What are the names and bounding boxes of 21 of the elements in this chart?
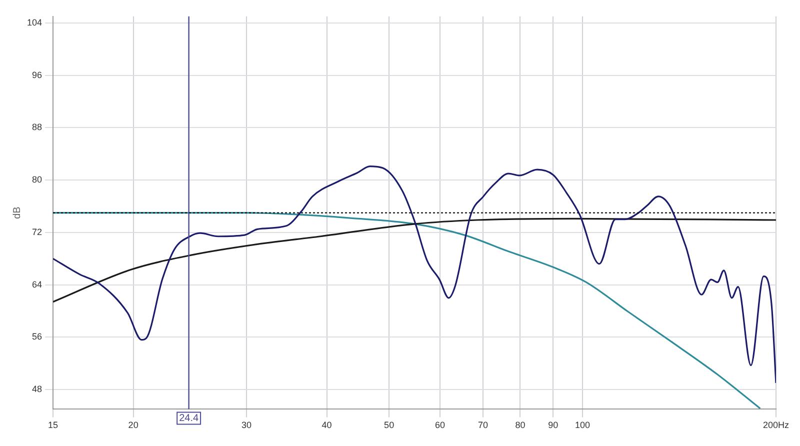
y-tick-label: 96 — [32, 70, 42, 80]
x-tick-label: 30 — [241, 420, 252, 430]
y-tick-label: 72 — [32, 226, 42, 237]
x-tick-label: 15 — [48, 420, 58, 430]
x-tick-label: 50 — [384, 420, 394, 430]
x-tick-label: 200Hz — [762, 420, 790, 430]
y-tick-label: 104 — [26, 17, 42, 28]
x-tick-label: 80 — [515, 420, 526, 430]
x-tick-label: 100 — [575, 420, 590, 430]
x-tick-label: 20 — [128, 420, 138, 430]
y-tick-label: 56 — [32, 332, 42, 342]
ref-line-label: 24.4 — [179, 412, 199, 424]
y-tick-label: 80 — [32, 174, 42, 185]
x-tick-label: 90 — [548, 420, 558, 430]
y-tick-label: 88 — [32, 122, 42, 132]
x-tick-label: 70 — [478, 420, 488, 430]
y-tick-label: 48 — [32, 384, 42, 394]
x-tick-label: 60 — [434, 420, 445, 430]
x-tick-label: 40 — [322, 420, 332, 430]
y-axis-title: dB — [12, 206, 23, 219]
y-tick-label: 64 — [32, 279, 42, 290]
